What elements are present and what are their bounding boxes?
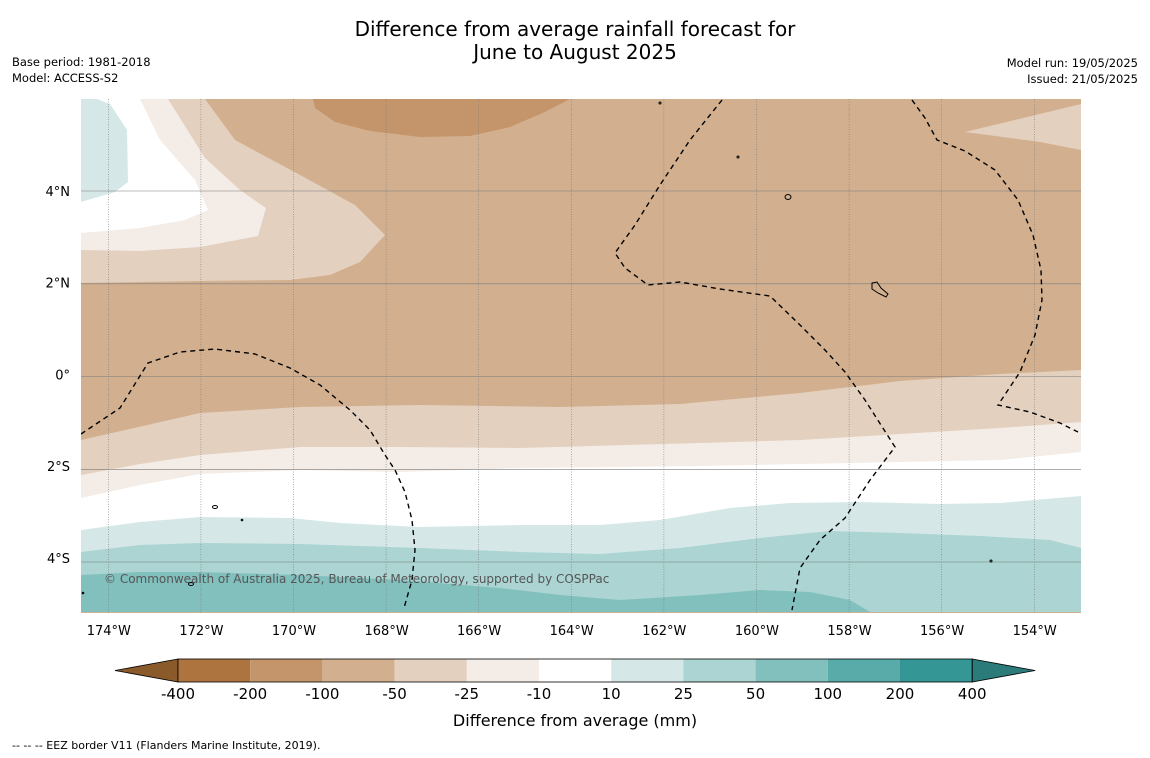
colorbar-extend-arrow-high: [971, 658, 1036, 683]
colorbar-tick-label: 100: [813, 685, 842, 703]
latitude-tick-label: 2°S: [47, 460, 70, 475]
longitude-tick-label: 162°W: [642, 624, 686, 639]
model-name-text: Model: ACCESS-S2: [12, 71, 119, 85]
island-shape: [658, 101, 662, 105]
longitude-tick-label: 164°W: [550, 624, 594, 639]
colorbar-tick-label: -100: [305, 685, 339, 703]
contour-band-minus-100-to-200: [313, 99, 570, 137]
map-title-line-1: Difference from average rainfall forecas…: [354, 17, 796, 41]
island-shape: [736, 155, 740, 159]
contour-band-minus-10-to-10: [81, 99, 1081, 612]
eez-legend-note: -- -- -- EEZ border V11 (Flanders Marine…: [12, 739, 321, 752]
colorbar-tick-label: -10: [527, 685, 552, 703]
eez-border-line: [614, 99, 896, 611]
colorbar-tick-label: -400: [161, 685, 195, 703]
longitude-tick-label: 156°W: [920, 624, 964, 639]
copyright-notice: © Commonwealth of Australia 2025, Bureau…: [104, 572, 609, 586]
colorbar-tick-label: 50: [746, 685, 765, 703]
colorbar-swatch: [250, 659, 323, 682]
eez-border-line: [911, 99, 1079, 433]
longitude-tick-label: 158°W: [827, 624, 871, 639]
issued-date-text: Issued: 21/05/2025: [1027, 72, 1138, 86]
colorbar-tick-labels: -400 -200 -100 -50 -25 -10 10 25 50 100 200 400: [161, 685, 987, 703]
colorbar-swatch: [755, 659, 828, 682]
map-title-line-2: June to August 2025: [473, 40, 677, 64]
map-title: Difference from average rainfall forecas…: [0, 18, 1150, 64]
colorbar-swatch: [394, 659, 467, 682]
contour-band-50-to-100: [81, 572, 870, 612]
longitude-tick-label: 160°W: [735, 624, 779, 639]
colorbar-tick-label: 400: [958, 685, 987, 703]
graticule: [81, 99, 1081, 613]
colorbar-swatch: [178, 659, 251, 682]
latitude-tick-labels: 4°N 2°N 0° 2°S 4°S: [46, 185, 71, 567]
island-shape: [871, 281, 889, 298]
colorbar: -400 -200 -100 -50 -25 -10 10 25 50 100 200 400 Dif…: [114, 658, 1036, 730]
colorbar-tick-label: -200: [233, 685, 267, 703]
latitude-tick-label: 4°S: [47, 552, 70, 567]
islands: [81, 101, 993, 595]
longitude-tick-label: 172°W: [179, 624, 223, 639]
longitude-tick-label: 168°W: [365, 624, 409, 639]
island-shape: [188, 582, 194, 586]
colorbar-swatches: [114, 658, 1036, 683]
run-info: Model run: 19/05/2025 Issued: 21/05/2025: [1007, 55, 1138, 87]
colorbar-tick-label: 10: [602, 685, 621, 703]
colorbar-swatch: [827, 659, 900, 682]
island-shape: [81, 591, 85, 595]
colorbar-swatch: [683, 659, 756, 682]
longitude-tick-label: 154°W: [1013, 624, 1057, 639]
colorbar-swatch: [322, 659, 395, 682]
colorbar-tick-label: 25: [674, 685, 693, 703]
island-shape: [240, 518, 244, 522]
rainfall-contours: © Commonwealth of Australia 2025, Bureau…: [81, 99, 1081, 613]
longitude-tick-label: 174°W: [87, 624, 131, 639]
longitude-tick-label: 170°W: [272, 624, 316, 639]
colorbar-tick-label: -50: [382, 685, 407, 703]
colorbar-tick-label: -25: [455, 685, 480, 703]
longitude-tick-label: 166°W: [457, 624, 501, 639]
base-period-text: Base period: 1981-2018: [12, 55, 151, 69]
eez-borders: [81, 99, 1079, 611]
longitude-tick-labels: 174°W 172°W 170°W 168°W 166°W 164°W 162°W 160°W…: [87, 624, 1057, 639]
colorbar-tick-label: 200: [886, 685, 915, 703]
colorbar-title: Difference from average (mm): [453, 711, 697, 730]
latitude-tick-label: 4°N: [46, 185, 71, 200]
colorbar-swatch: [611, 659, 684, 682]
colorbar-swatch: [539, 659, 612, 682]
colorbar-outline: [177, 658, 973, 683]
island-shape: [989, 559, 993, 563]
latitude-tick-label: 0°: [55, 368, 70, 383]
model-info: Base period: 1981-2018 Model: ACCESS-S2: [12, 54, 151, 86]
colorbar-extend-arrow-low: [114, 658, 179, 683]
island-shape: [212, 505, 218, 509]
colorbar-swatch: [466, 659, 539, 682]
island-shape: [784, 194, 792, 200]
model-run-text: Model run: 19/05/2025: [1006, 56, 1138, 70]
colorbar-swatch: [900, 659, 973, 682]
latitude-tick-label: 2°N: [46, 277, 71, 292]
